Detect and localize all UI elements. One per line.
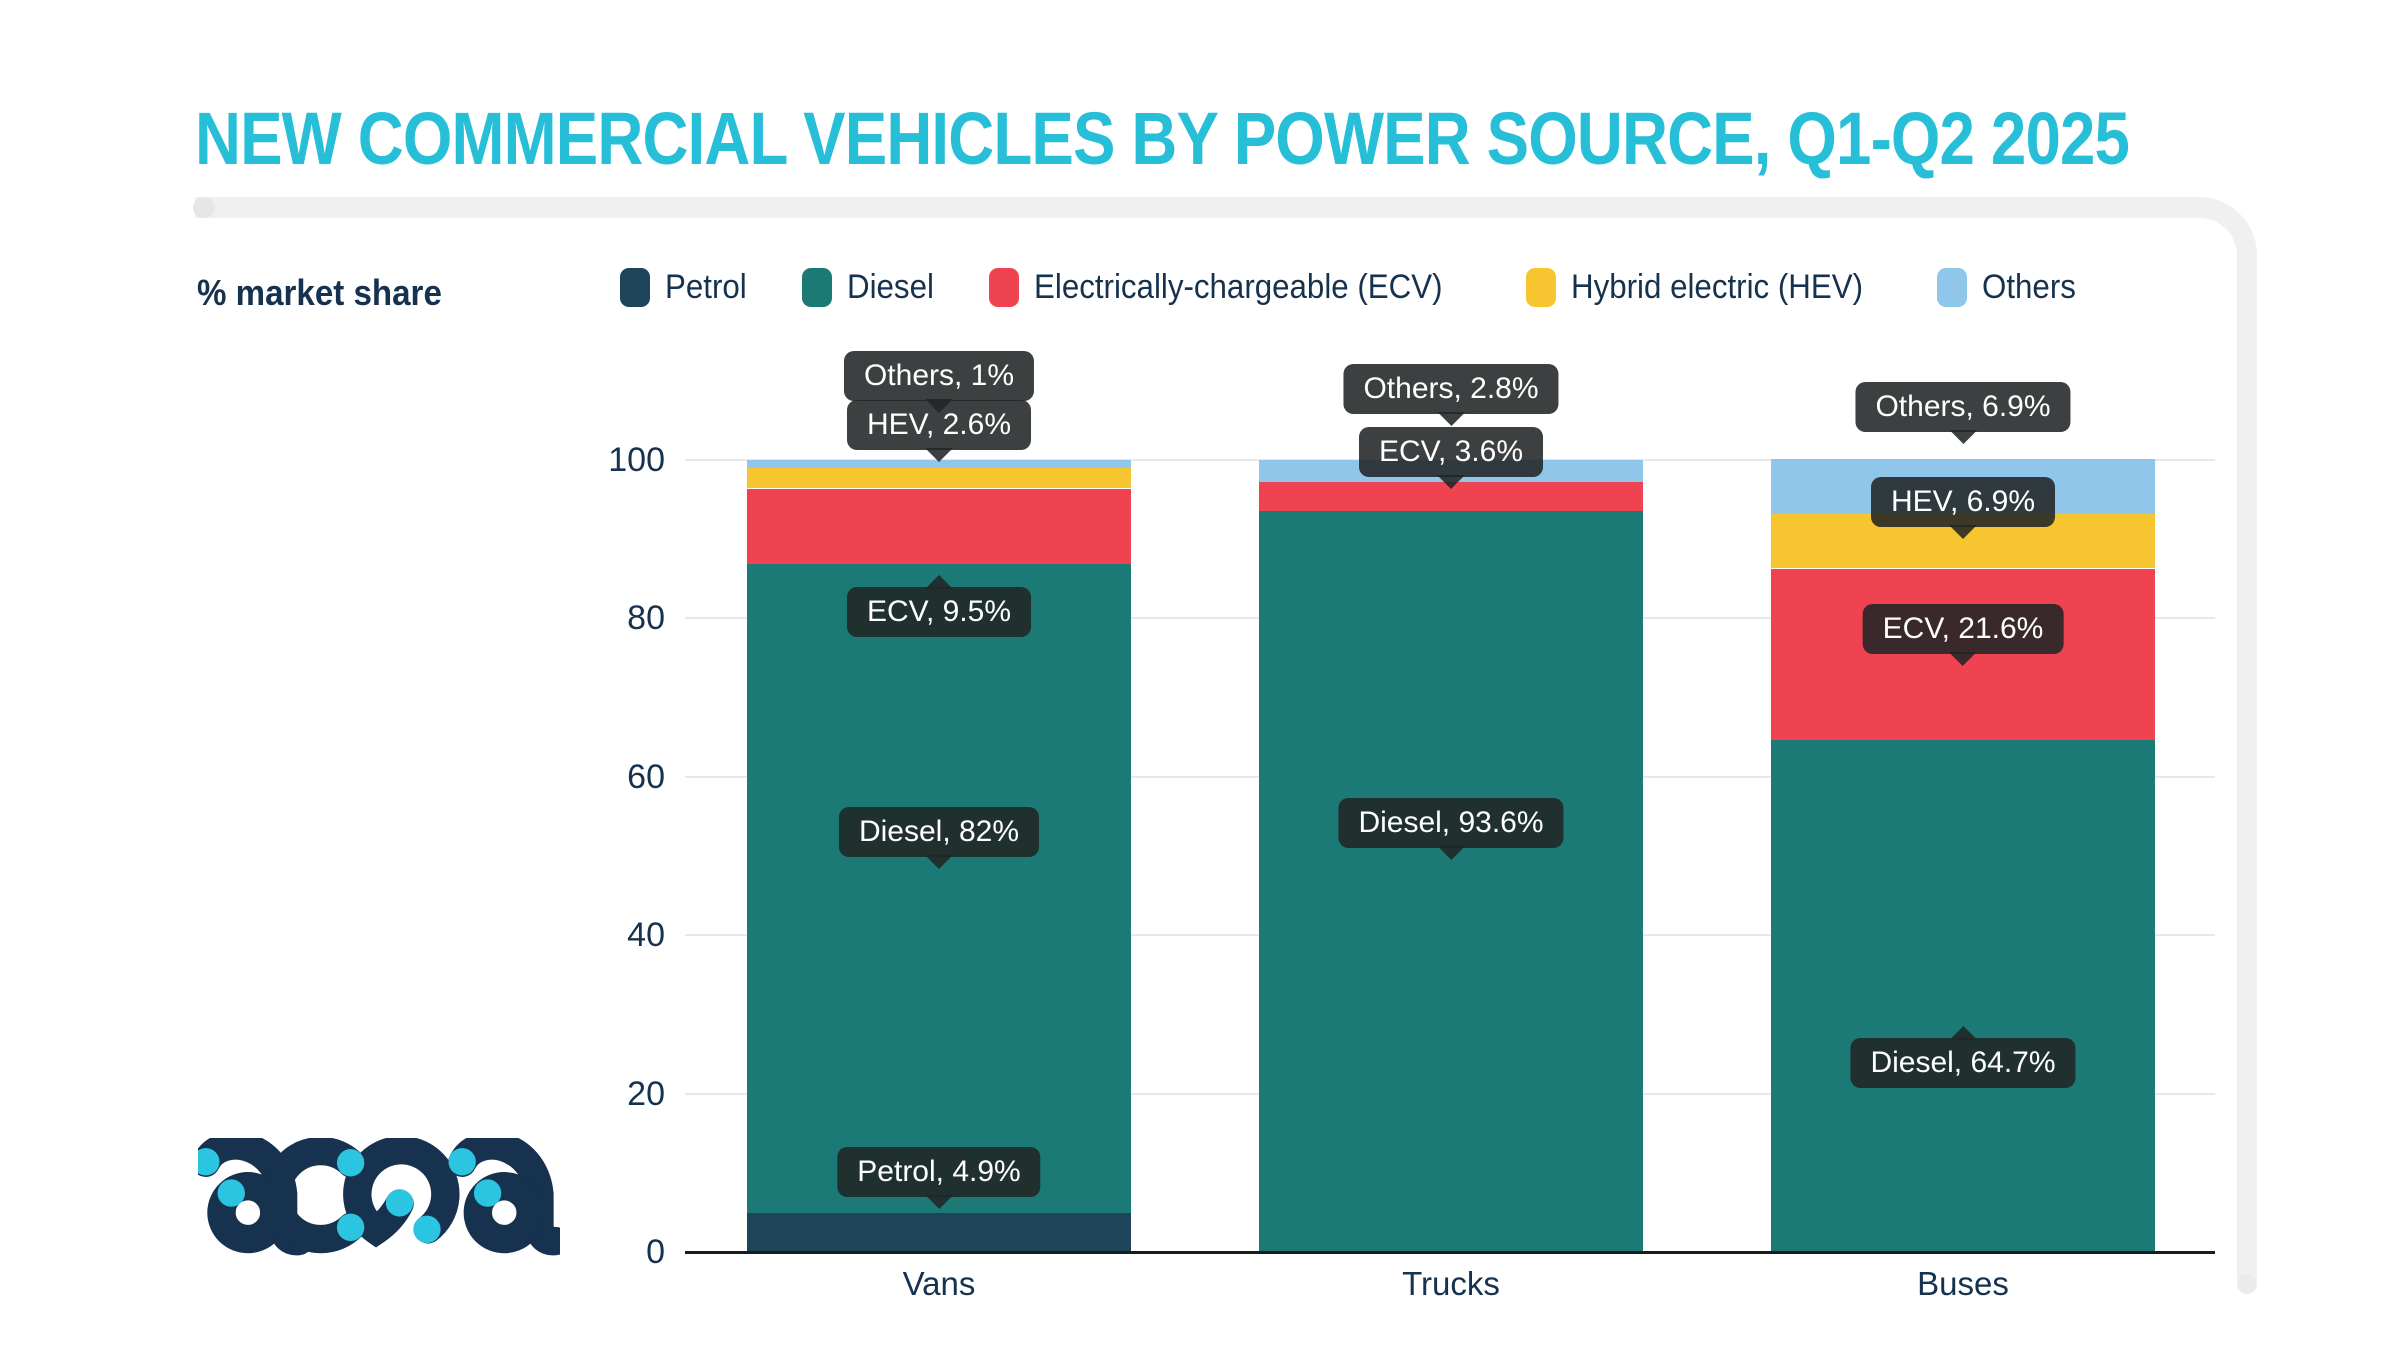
legend-label-ecv: Electrically-chargeable (ECV): [1034, 268, 1443, 306]
x-axis-label-buses: Buses: [1917, 1265, 2009, 1302]
callout-pointer-down: [924, 1195, 953, 1209]
callout-pointer-down: [1436, 475, 1465, 489]
legend-item-hev: Hybrid electric (HEV): [1526, 268, 1888, 307]
diesel-swatch-icon: [801, 268, 832, 307]
bar-segment-buses-diesel: [1771, 739, 2155, 1252]
legend-item-others: Others: [1936, 268, 2084, 307]
callout-label: HEV, 2.6%: [847, 400, 1031, 450]
y-tick-label-40: 40: [627, 916, 665, 955]
acea-logo-letters: [198, 1138, 560, 1256]
callout-label: ECV, 9.5%: [847, 587, 1031, 637]
petrol-swatch-icon: [620, 268, 650, 307]
frame-left-cap: [193, 197, 215, 218]
callout-pointer-down: [924, 855, 953, 869]
callout-1-6: ECV, 3.6%: [1359, 427, 1543, 489]
acea-logo: [198, 1138, 560, 1256]
callout-2-8: Others, 6.9%: [1855, 382, 2071, 444]
callout-label: ECV, 21.6%: [1862, 604, 2064, 654]
bar-segment-vans-electrically-chargeable: [747, 488, 1131, 564]
bar-segment-trucks-diesel: [1259, 510, 1643, 1252]
page-title: NEW COMMERCIAL VEHICLES BY POWER SOURCE,…: [195, 97, 2130, 180]
x-axis-label-trucks: Trucks: [1402, 1265, 1500, 1302]
callout-label: Others, 6.9%: [1855, 382, 2071, 432]
callout-label: Diesel, 93.6%: [1338, 798, 1564, 848]
bar-segment-vans-petrol: [747, 1213, 1131, 1252]
bar-segment-vans-others: [747, 460, 1131, 468]
x-axis-label-vans: Vans: [902, 1265, 976, 1302]
frame-bottom-cap: [2237, 1274, 2257, 1294]
others-swatch-icon: [1936, 268, 1967, 307]
decorative-frame: [195, 197, 2257, 1285]
y-tick-label-0: 0: [646, 1233, 665, 1271]
callout-label: HEV, 6.9%: [1871, 477, 2055, 527]
ecv-swatch-icon: [989, 268, 1020, 307]
callout-pointer-down: [1948, 652, 1977, 666]
callout-2-10: ECV, 21.6%: [1862, 604, 2064, 666]
callout-label: Diesel, 64.7%: [1850, 1038, 2076, 1088]
callout-0-4: Petrol, 4.9%: [837, 1147, 1041, 1209]
callout-0-0: Others, 1%: [843, 351, 1035, 413]
legend-label-hev: Hybrid electric (HEV): [1571, 268, 1864, 306]
x-axis-line: [685, 1251, 2215, 1254]
callout-label: Others, 2.8%: [1343, 364, 1559, 414]
callout-pointer-up: [924, 575, 953, 589]
callout-1-7: Diesel, 93.6%: [1338, 798, 1564, 860]
callout-label: Others, 1%: [843, 351, 1035, 401]
callout-pointer-down: [1948, 430, 1977, 444]
callout-1-5: Others, 2.8%: [1343, 364, 1559, 426]
legend-item-diesel: Diesel: [801, 268, 941, 307]
bar-segment-vans-diesel: [747, 563, 1131, 1214]
callout-pointer-down: [1436, 846, 1465, 860]
y-tick-label-20: 20: [627, 1074, 665, 1113]
callout-0-2: ECV, 9.5%: [847, 575, 1031, 637]
legend: Petrol Diesel Electrically-chargeable (E…: [620, 268, 2084, 307]
callout-2-9: HEV, 6.9%: [1871, 477, 2055, 539]
callout-label: ECV, 3.6%: [1359, 427, 1543, 477]
y-axis-title: % market share: [197, 272, 442, 313]
legend-label-others: Others: [1981, 268, 2076, 306]
callout-0-3: Diesel, 82%: [838, 807, 1040, 869]
y-tick-label-60: 60: [627, 757, 665, 796]
callout-label: Diesel, 82%: [838, 807, 1040, 857]
legend-label-diesel: Diesel: [846, 268, 934, 306]
legend-item-ecv: Electrically-chargeable (ECV): [989, 268, 1478, 307]
callout-0-1: HEV, 2.6%: [847, 400, 1031, 462]
callout-label: Petrol, 4.9%: [837, 1147, 1041, 1197]
callout-2-11: Diesel, 64.7%: [1850, 1026, 2076, 1088]
acea-logo-dots: [198, 1148, 502, 1243]
acea-logo-text: acea: [0, 0, 1, 1]
legend-item-petrol: Petrol: [620, 268, 754, 307]
bar-segment-vans-hybrid: [747, 467, 1131, 489]
y-tick-label-100: 100: [608, 441, 665, 479]
y-tick-label-80: 80: [627, 599, 665, 638]
callout-pointer-up: [1948, 1026, 1977, 1040]
hev-swatch-icon: [1526, 268, 1557, 307]
callout-pointer-down: [1436, 412, 1465, 426]
legend-label-petrol: Petrol: [665, 268, 747, 306]
callout-pointer-down: [1948, 525, 1977, 539]
callout-pointer-down: [924, 448, 953, 462]
